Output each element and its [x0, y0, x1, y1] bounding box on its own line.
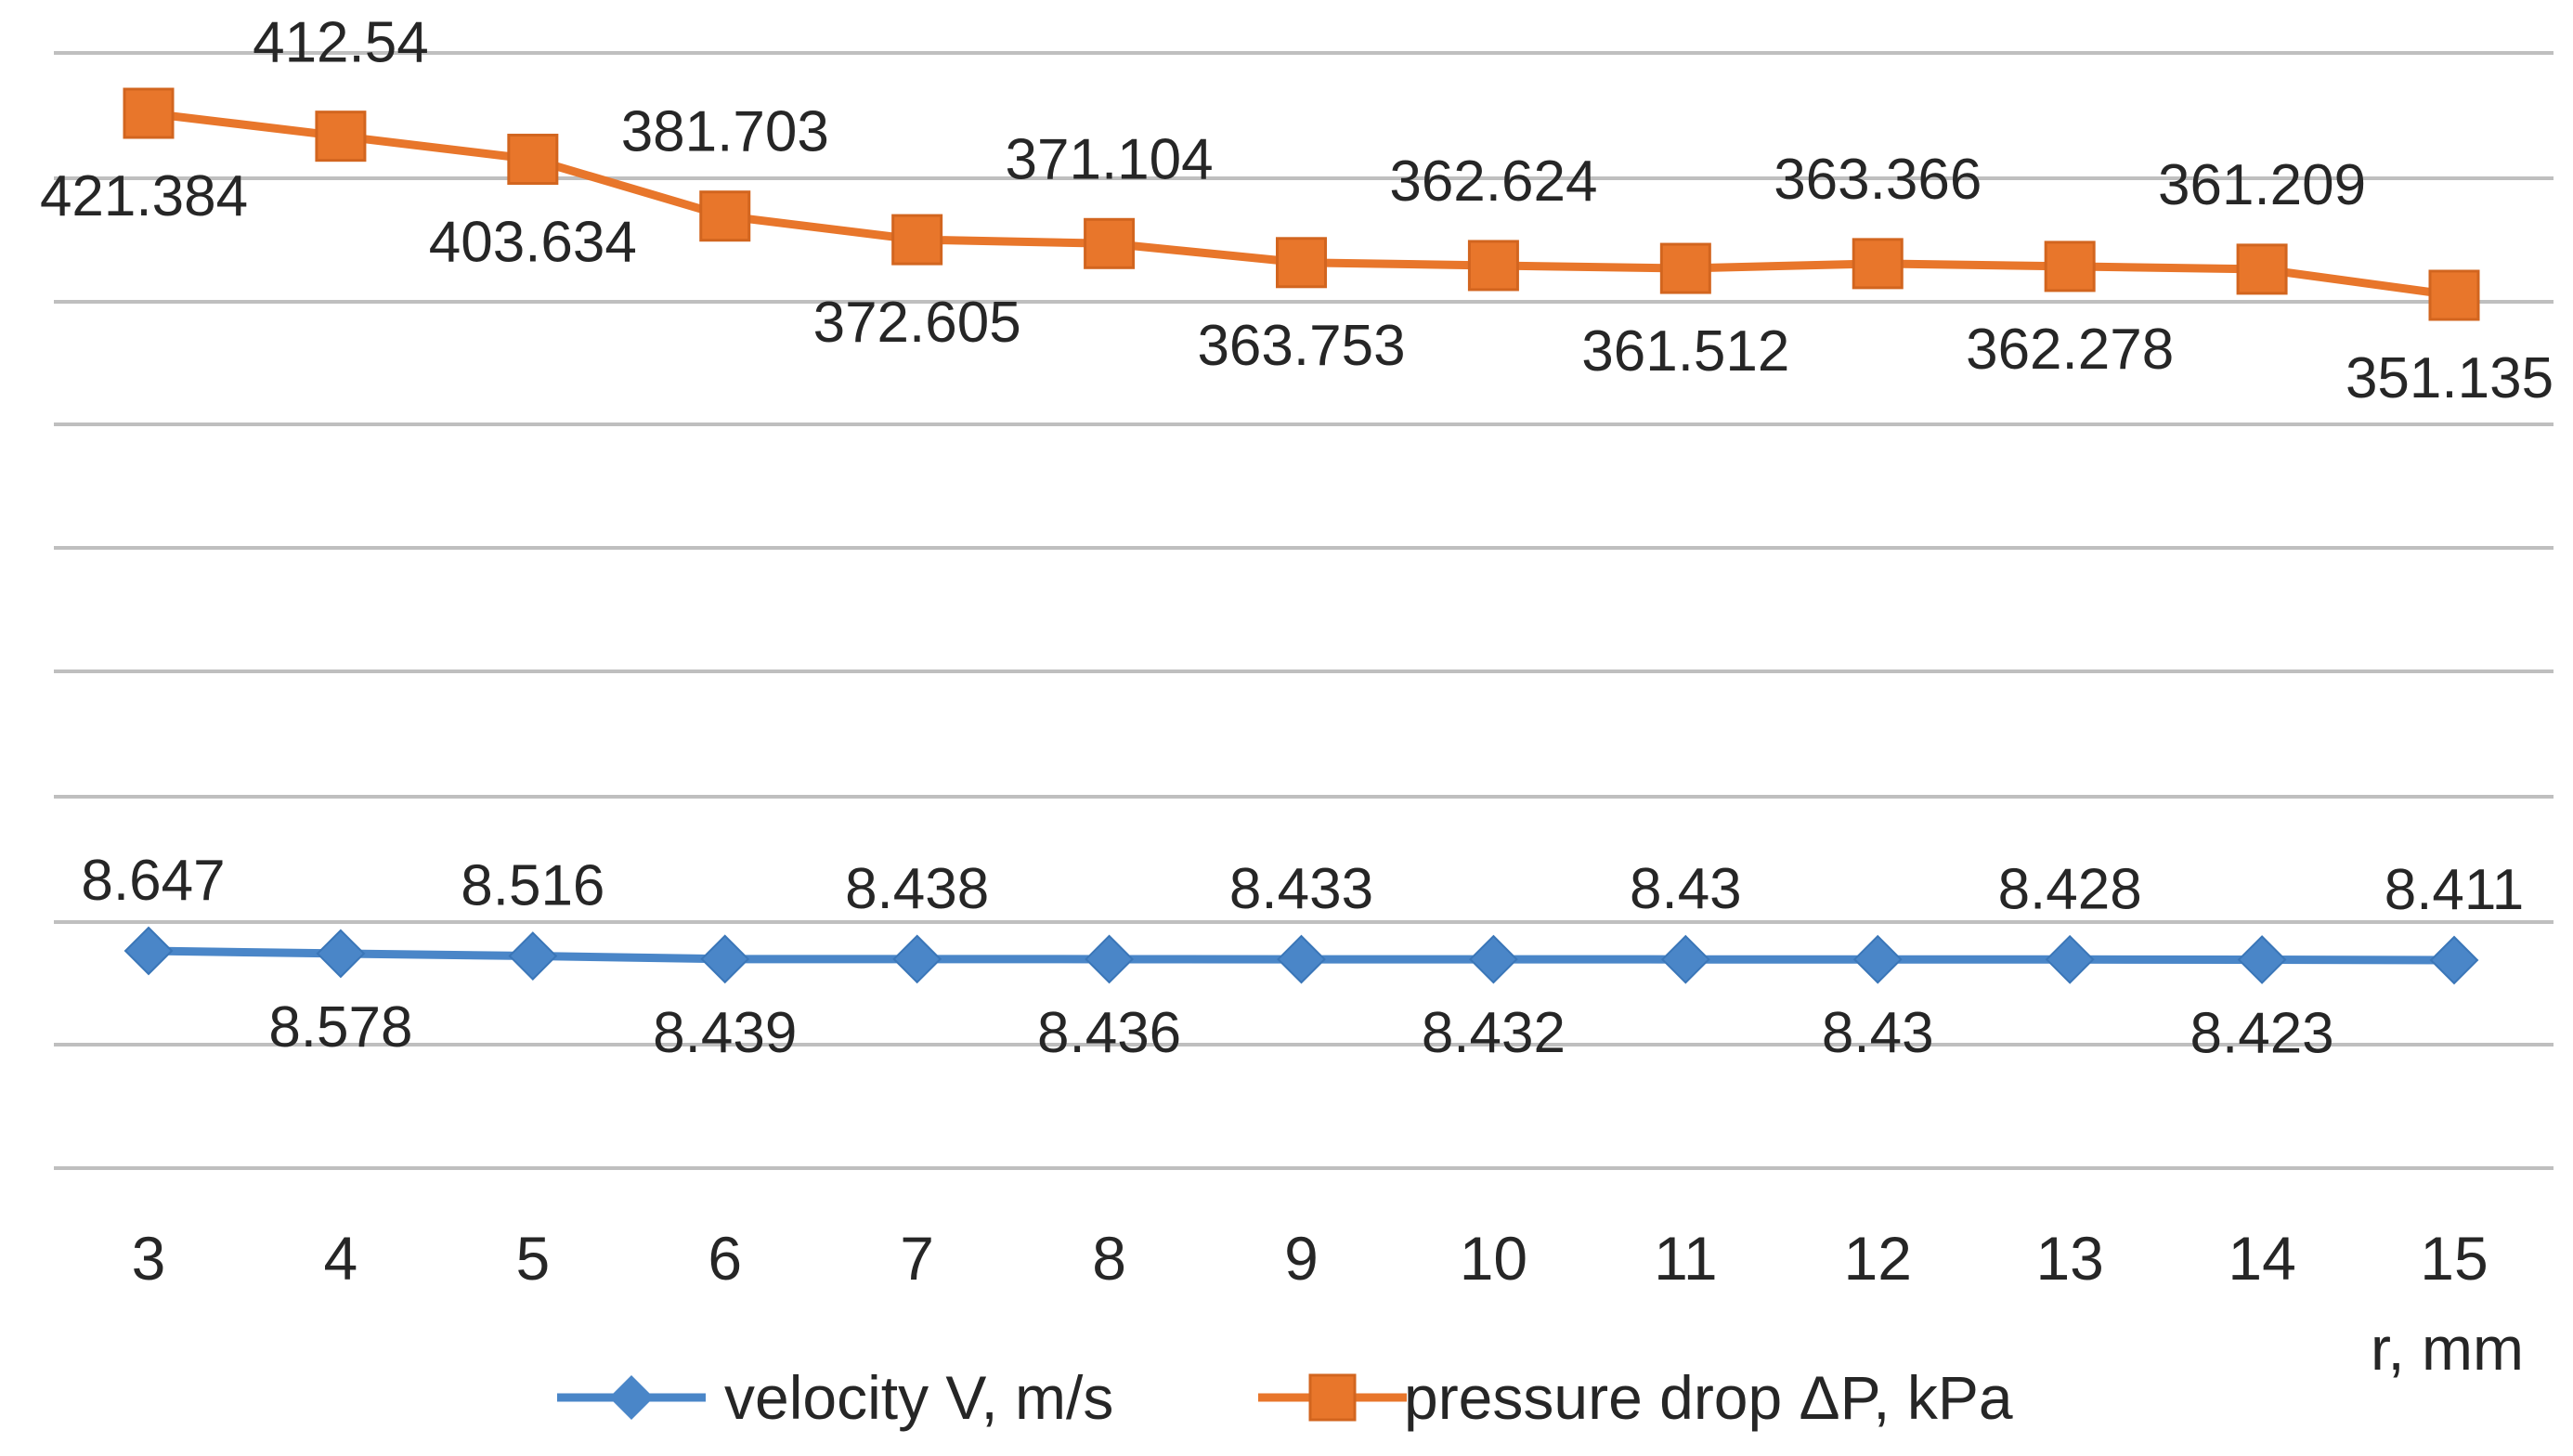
legend-item-velocity: velocity V, m/s	[557, 1363, 1113, 1432]
pressure-point	[1467, 240, 1519, 292]
pressure-data-label: 362.278	[1966, 318, 2174, 382]
pressure-data-label: 361.512	[1581, 319, 1789, 384]
velocity-point	[123, 926, 174, 976]
velocity-point	[1852, 934, 1903, 984]
legend: velocity V, m/s pressure drop ΔP, kPa	[557, 1363, 2013, 1432]
pressure-point	[1276, 237, 1327, 289]
velocity-point	[700, 934, 750, 984]
velocity-point	[892, 934, 942, 984]
velocity-point	[1660, 934, 1710, 984]
x-tick-label: 10	[1460, 1224, 1527, 1293]
x-tick-label: 8	[1092, 1224, 1126, 1293]
velocity-data-label: 8.411	[2385, 858, 2525, 922]
velocity-point	[316, 929, 366, 979]
pressure-data-label: 412.54	[253, 11, 429, 75]
velocity-point	[508, 931, 558, 981]
pressure-data-label: 363.753	[1197, 314, 1405, 378]
x-tick-label: 12	[1844, 1224, 1912, 1293]
velocity-point	[1469, 934, 1518, 984]
velocity-data-label: 8.43	[1822, 1001, 1934, 1065]
velocity-data-label: 8.428	[1998, 857, 2142, 921]
legend-label-velocity: velocity V, m/s	[724, 1363, 1113, 1432]
velocity-data-label: 8.439	[653, 1001, 797, 1065]
gridlines	[54, 51, 2554, 1170]
pressure-data-label: 421.384	[40, 164, 248, 228]
x-tick-label: 3	[132, 1224, 166, 1293]
velocity-data-label: 8.423	[2190, 1001, 2334, 1065]
velocity-data-label: 8.433	[1229, 857, 1373, 921]
legend-item-pressure: pressure drop ΔP, kPa	[1258, 1363, 2013, 1432]
pressure-point	[2236, 243, 2288, 295]
velocity-data-label: 8.436	[1037, 1001, 1181, 1065]
velocity-point	[2045, 934, 2095, 984]
x-axis-ticks: 3 4 5 6 7 8 9 10 11 12 13 14 15	[132, 1224, 2489, 1293]
pressure-point	[891, 214, 943, 266]
data-labels: 8.647 8.578 8.516 8.439 8.438 8.436 8.433 8.432…	[40, 11, 2554, 1066]
velocity-point	[1277, 934, 1326, 984]
pressure-point	[1852, 238, 1904, 290]
velocity-data-label: 8.647	[81, 849, 225, 913]
velocity-data-label: 8.432	[1422, 1001, 1566, 1065]
pressure-data-label: 351.135	[2346, 346, 2554, 410]
velocity-data-label: 8.578	[268, 995, 412, 1060]
pressure-data-label: 362.624	[1389, 150, 1597, 214]
pressure-point	[315, 110, 367, 162]
x-tick-label: 14	[2228, 1224, 2295, 1293]
series-layer	[123, 87, 2480, 985]
pressure-data-label: 371.104	[1006, 127, 1214, 191]
velocity-point	[2429, 935, 2479, 985]
velocity-point	[1085, 934, 1134, 984]
legend-label-pressure: pressure drop ΔP, kPa	[1404, 1363, 2013, 1432]
legend-marker-pressure	[1308, 1373, 1357, 1422]
velocity-data-label: 8.43	[1630, 857, 1742, 921]
x-tick-label: 4	[324, 1224, 358, 1293]
velocity-point	[2237, 935, 2287, 984]
pressure-data-label: 403.634	[429, 211, 637, 275]
x-axis-label: r, mm	[2371, 1314, 2524, 1383]
pressure-point	[2044, 240, 2096, 292]
x-tick-label: 5	[515, 1224, 550, 1293]
pressure-point	[699, 190, 751, 242]
x-tick-label: 9	[1284, 1224, 1319, 1293]
x-tick-label: 7	[900, 1224, 934, 1293]
velocity-data-label: 8.438	[845, 857, 989, 921]
pressure-point	[507, 134, 559, 186]
legend-marker-velocity	[609, 1375, 654, 1420]
pressure-data-label: 363.366	[1774, 148, 1982, 212]
x-tick-label: 11	[1654, 1224, 1718, 1293]
pressure-point	[2428, 269, 2480, 321]
pressure-data-label: 381.703	[621, 100, 829, 164]
x-tick-label: 13	[2035, 1224, 2103, 1293]
pressure-point	[1084, 217, 1136, 269]
pressure-point	[123, 87, 175, 139]
pressure-data-label: 372.605	[813, 291, 1021, 355]
pressure-data-label: 361.209	[2158, 153, 2366, 217]
velocity-data-label: 8.516	[461, 854, 604, 918]
pressure-point	[1659, 242, 1711, 294]
x-tick-label: 15	[2420, 1224, 2488, 1293]
x-tick-label: 6	[708, 1224, 742, 1293]
